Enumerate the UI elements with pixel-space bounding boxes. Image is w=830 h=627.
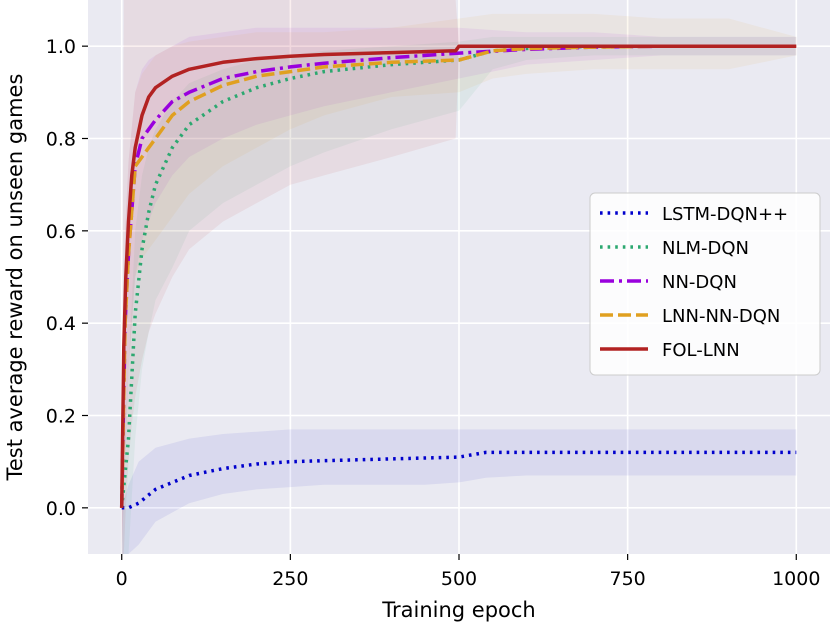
series-line-lstm-dqn — [121, 450, 797, 510]
x-axis-ticks: 0 250 500 750 1000 — [116, 554, 820, 590]
legend-label-lstm-dqn: LSTM-DQN++ — [662, 204, 788, 225]
legend-box — [589, 192, 821, 376]
legend-label-nlm-dqn: NLM-DQN — [662, 238, 749, 259]
y-axis-ticks: 0.0 0.2 0.4 0.6 0.8 1.0 — [46, 36, 88, 520]
y-tick-label: 0.8 — [46, 129, 76, 151]
y-axis-label: Test average reward on unseen games — [3, 74, 27, 482]
legend-label-lnn-nn-dqn: LNN-NN-DQN — [662, 306, 780, 327]
y-tick-label: 0.2 — [46, 406, 76, 428]
x-tick-label: 0 — [116, 568, 128, 590]
band-nn-dqn — [121, 27, 797, 554]
x-tick-label: 500 — [441, 568, 477, 590]
series-line-nn-dqn — [119, 44, 797, 508]
band-nlm-dqn — [121, 36, 797, 554]
series-lines — [119, 44, 797, 510]
y-tick-label: 0.4 — [46, 313, 76, 335]
x-axis-label: Training epoch — [381, 598, 536, 622]
y-tick-label: 0.6 — [46, 221, 76, 243]
legend: LSTM-DQN++ NLM-DQN NN-DQN LNN-NN-DQN FOL-LNN — [589, 192, 821, 376]
legend-label-fol-lnn: FOL-LNN — [662, 340, 740, 361]
band-lstm-dqn — [121, 429, 797, 554]
series-line-fol-lnn — [119, 44, 797, 508]
legend-label-nn-dqn: NN-DQN — [662, 272, 737, 293]
x-tick-label: 1000 — [772, 568, 820, 590]
band-fol-lnn — [121, 0, 797, 554]
y-tick-label: 1.0 — [46, 36, 76, 58]
x-tick-label: 250 — [272, 568, 308, 590]
x-tick-label: 750 — [610, 568, 646, 590]
y-tick-label: 0.0 — [46, 498, 76, 520]
